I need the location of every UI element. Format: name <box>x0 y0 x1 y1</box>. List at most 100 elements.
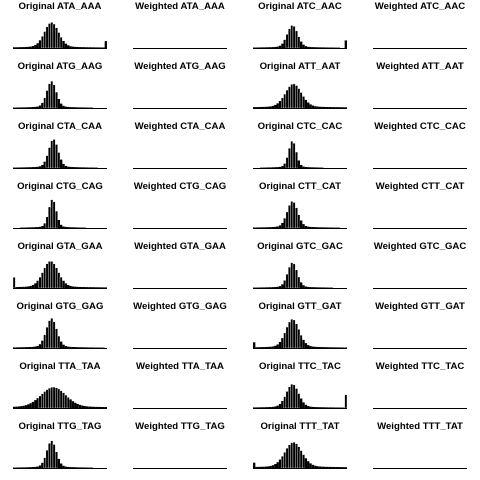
histogram-bar <box>295 443 298 469</box>
histogram-bar <box>295 85 298 109</box>
histogram-bar <box>297 276 301 289</box>
histogram-bar <box>76 227 79 228</box>
histogram-bar <box>52 84 56 109</box>
histogram-bar <box>31 107 35 108</box>
histogram-bar <box>309 47 312 48</box>
histogram-bar <box>337 347 340 348</box>
histogram-bar <box>271 47 275 48</box>
histogram-bar <box>64 346 68 348</box>
histogram-bar <box>269 346 272 348</box>
panel-original-ctg-cag: Original CTG_CAG <box>13 181 107 229</box>
histogram-bar <box>83 287 86 288</box>
histogram-bar <box>323 227 326 228</box>
histogram-bar <box>253 407 256 408</box>
histogram-bar <box>43 31 47 49</box>
histogram-bar <box>90 47 93 48</box>
histogram-bar <box>57 32 61 49</box>
histogram-bar <box>69 166 72 168</box>
histogram-bar <box>38 276 42 289</box>
histogram-bar <box>269 167 272 168</box>
histogram-bar <box>76 347 79 348</box>
histogram-bar <box>262 287 265 288</box>
histogram-bar <box>302 224 305 228</box>
histogram-bar <box>38 344 42 348</box>
histogram-bar <box>81 107 84 108</box>
histogram-bar <box>314 47 317 48</box>
histogram-bar <box>71 401 75 408</box>
histogram-bar <box>307 226 310 228</box>
histogram-bar <box>283 332 287 349</box>
histogram-bar <box>71 107 75 108</box>
histogram-bar <box>24 227 28 228</box>
histogram-bar <box>41 393 44 409</box>
histogram-bar <box>316 346 319 348</box>
panel-title: Original ATG_AAG <box>18 61 103 72</box>
histogram-bar <box>307 102 310 108</box>
histogram-bar <box>52 444 56 469</box>
histogram-bar <box>295 151 298 169</box>
histogram-bar <box>344 467 347 468</box>
histogram-bar <box>255 107 258 108</box>
histogram-bar <box>302 285 305 288</box>
histogram-bar <box>50 81 54 109</box>
histogram-bar <box>314 106 317 108</box>
histogram-bar <box>71 167 75 168</box>
histogram-bar <box>15 406 18 408</box>
histogram-bar <box>274 226 277 228</box>
histogram-bar <box>314 346 317 348</box>
histogram-bar <box>12 277 16 289</box>
histogram-bar <box>278 286 282 288</box>
panel-original-cta-caa: Original CTA_CAA <box>13 121 107 169</box>
panel-title: Original ATA_AAA <box>19 1 102 12</box>
panel-weighted-gta-gaa: Weighted GTA_GAA <box>133 241 227 289</box>
histogram-bar <box>31 467 35 468</box>
histogram-bar <box>60 103 63 108</box>
histogram-bar <box>307 167 310 168</box>
histogram-bar <box>17 467 21 468</box>
histogram-bar <box>290 262 294 289</box>
histogram-bar <box>50 199 54 229</box>
histogram-bar <box>36 106 39 108</box>
histogram-bar <box>276 344 279 348</box>
histogram-bar <box>36 398 39 408</box>
histogram-bar <box>69 399 72 408</box>
histogram-bar <box>290 25 294 49</box>
histogram-bar <box>260 466 263 468</box>
panel-weighted-atc-aac: Weighted ATC_AAC <box>373 1 467 49</box>
histogram-bar <box>253 227 256 228</box>
histogram-bar <box>71 286 75 288</box>
panel-title: Weighted CTC_CAC <box>374 121 466 132</box>
histogram-bar <box>57 220 60 228</box>
histogram-bar <box>311 406 315 408</box>
histogram-bar <box>302 44 305 48</box>
histogram-bar <box>22 107 25 108</box>
histogram-bar <box>15 287 18 288</box>
histogram-bar <box>264 407 268 408</box>
histogram-bar <box>74 167 77 168</box>
histogram-bar <box>31 285 35 288</box>
histogram-bar <box>299 450 303 469</box>
histogram-bar <box>55 27 58 49</box>
histogram-bar <box>41 462 44 468</box>
histogram-bar <box>76 167 79 168</box>
histogram-bar <box>316 407 319 408</box>
histogram-bar <box>41 164 44 168</box>
histogram-bar <box>29 467 32 468</box>
histogram-bar <box>45 450 49 469</box>
histogram-bar <box>83 47 86 48</box>
histogram-bar <box>27 467 30 468</box>
histogram-bar <box>66 397 70 409</box>
panel-title: Original TTC_TAC <box>259 361 341 372</box>
histogram-bar <box>314 465 317 468</box>
histogram-bar <box>278 45 282 48</box>
histogram-bar <box>290 383 294 409</box>
histogram-bar <box>271 105 275 108</box>
histogram-bar <box>302 166 305 168</box>
histogram-bar <box>27 404 30 408</box>
panel-title: Original GTG_GAG <box>17 301 104 312</box>
histogram-bar <box>276 286 279 288</box>
histogram-bar <box>299 92 303 109</box>
histogram-bar <box>318 106 322 108</box>
histogram-bar <box>309 167 312 168</box>
histogram-bar <box>307 461 310 468</box>
